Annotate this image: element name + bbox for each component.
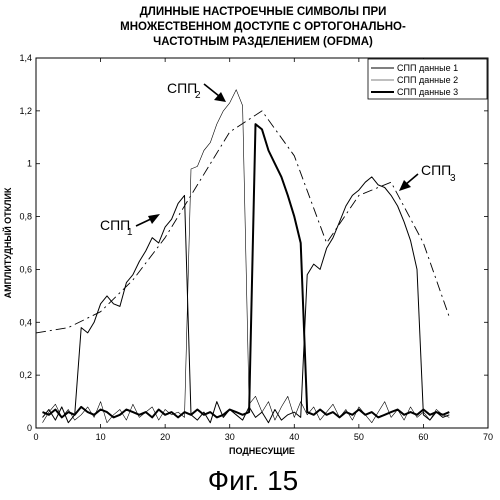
series-line-data-1: [43, 177, 450, 423]
y-tick-label: 0,4: [19, 317, 32, 327]
chart-title-line-2: МНОЖЕСТВЕННОМ ДОСТУПЕ С ОРТОГОНАЛЬНО-: [120, 21, 406, 33]
y-tick-label: 0,6: [19, 264, 32, 274]
y-tick-label: 1,4: [19, 53, 32, 63]
y-tick-label: 0,2: [19, 370, 32, 380]
x-tick-label: 10: [96, 432, 106, 442]
annotation-spp1-arrowhead: [148, 214, 160, 224]
legend-label-2: СПП данные 2: [397, 75, 458, 85]
x-tick-label: 50: [354, 432, 364, 442]
y-tick-label: 1,2: [19, 106, 32, 116]
annotation-spp2-label: СПП: [167, 80, 197, 96]
series-line-data-2: [43, 90, 450, 423]
chart-title-line-1: ДЛИННЫЕ НАСТРОЕЧНЫЕ СИМВОЛЫ ПРИ: [140, 6, 387, 18]
annotation-spp2: СПП 2: [167, 80, 226, 102]
y-tick-label: 0: [27, 423, 32, 433]
annotation-spp1-sub: 1: [127, 227, 133, 238]
legend-label-1: СПП данные 1: [397, 63, 458, 73]
legend-label-3: СПП данные 3: [397, 87, 458, 97]
y-tick-label: 1: [27, 159, 32, 169]
x-tick-label: 40: [289, 432, 299, 442]
annotation-spp3: СПП 3: [399, 162, 456, 191]
x-tick-label: 20: [160, 432, 170, 442]
annotation-spp2-arrow: [204, 84, 219, 96]
x-tick-label: 70: [483, 432, 493, 442]
chart-title-line-3: ЧАСТОТНЫМ РАЗДЕЛЕНИЕМ (OFDMA): [153, 36, 373, 48]
annotation-spp1-label: СПП: [100, 217, 130, 233]
annotation-spp3-sub: 3: [450, 173, 456, 184]
figure-caption: Фиг. 15: [208, 465, 298, 496]
series-lines: [36, 90, 449, 423]
plot-area: [36, 58, 488, 428]
x-tick-label: 60: [418, 432, 428, 442]
legend: СПП данные 1 СПП данные 2 СПП данные 3: [368, 59, 487, 99]
x-axis-label: ПОДНЕСУЩИЕ: [229, 446, 295, 456]
annotation-spp2-sub: 2: [195, 90, 201, 101]
y-tick-label: 0,8: [19, 212, 32, 222]
series-line-envelope: [36, 111, 449, 333]
annotation-spp1: СПП 1: [100, 214, 160, 238]
x-tick-label: 30: [225, 432, 235, 442]
annotation-spp3-label: СПП: [421, 162, 451, 178]
y-axis-label: АМПЛИТУДНЫЙ ОТКЛИК: [2, 187, 13, 298]
x-tick-label: 0: [33, 432, 38, 442]
